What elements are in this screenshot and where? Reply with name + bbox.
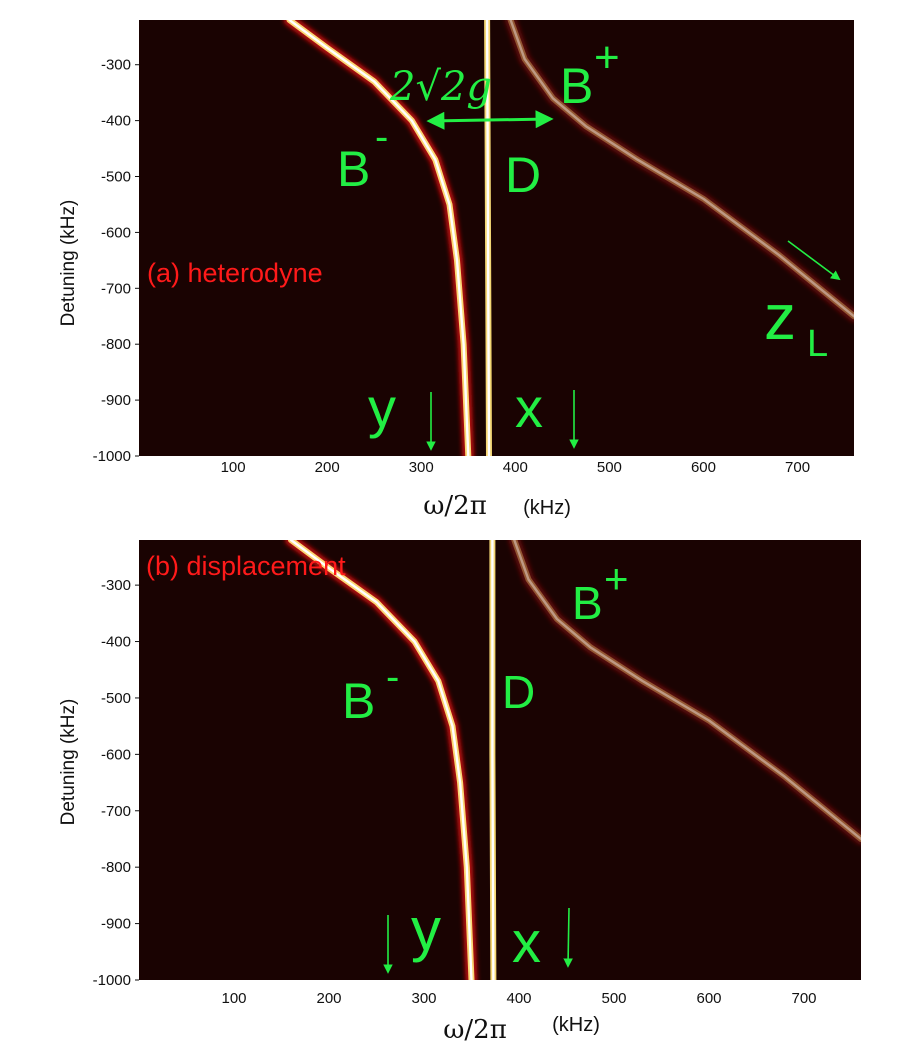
panel-a-branch-b-plus-core bbox=[509, 20, 854, 318]
panel-a-label: (a) heterodyne bbox=[147, 258, 323, 288]
panel-a-b-minus-label: B bbox=[337, 141, 370, 197]
panel-a-branches bbox=[283, 20, 854, 456]
panel-b-x-tick-label: 500 bbox=[601, 990, 626, 1007]
panel-a-b-minus-superscript: - bbox=[375, 115, 388, 159]
panel-a-x-mode-label: x bbox=[515, 376, 543, 439]
panel-a-x-ticks: 100 200 300 400 500 600 700 bbox=[221, 459, 811, 476]
panel-a-x-tick-label: 100 bbox=[221, 459, 246, 476]
panel-b-x-axis-symbol: ω/2π bbox=[443, 1015, 507, 1045]
panel-b-x-tick-label: 200 bbox=[316, 990, 341, 1007]
panel-a-y-tick-label: -700 bbox=[101, 280, 131, 297]
panel-b-plot-area bbox=[139, 540, 861, 980]
panel-a-x-tick-label: 200 bbox=[315, 459, 340, 476]
panel-a-y-tick-label: -900 bbox=[101, 392, 131, 409]
panel-a-x-axis-symbol: ω/2π bbox=[423, 491, 487, 521]
panel-b-x-tick-label: 700 bbox=[791, 990, 816, 1007]
panel-a-y-tick-label: -500 bbox=[101, 169, 131, 186]
panel-b-b-plus-label: B bbox=[572, 577, 603, 629]
panel-b-x-tick-label: 300 bbox=[411, 990, 436, 1007]
panel-b-y-tick-label: -800 bbox=[101, 859, 131, 876]
panel-b-x-tick-label: 400 bbox=[506, 990, 531, 1007]
panel-b-y-tick-label: -300 bbox=[101, 577, 131, 594]
panel-a-branch-b-minus-core bbox=[288, 20, 470, 456]
panel-b-y-tick-label: -600 bbox=[101, 746, 131, 763]
panel-b-x-tick-label: 100 bbox=[221, 990, 246, 1007]
panel-a-branch-b-plus-glow bbox=[504, 20, 854, 323]
panel-a-zl-arrow bbox=[787, 240, 841, 281]
panel-b-y-tick-label: -700 bbox=[101, 803, 131, 820]
panel-a-branch-d-core bbox=[485, 20, 491, 456]
panel-b-label: (b) displacement bbox=[146, 551, 346, 581]
panel-a-zl-label: z bbox=[764, 281, 796, 353]
panel-a-splitting-label: 2√2g bbox=[389, 64, 492, 110]
panel-b-y-tick-label: -900 bbox=[101, 916, 131, 933]
panel-a-y-tick-label: -1000 bbox=[93, 448, 131, 465]
panel-b-branches bbox=[285, 540, 861, 980]
panel-a-x-tick-label: 400 bbox=[503, 459, 528, 476]
panel-a-zl-subscript: L bbox=[807, 323, 828, 365]
panel-a-x-tick-label: 300 bbox=[409, 459, 434, 476]
panel-a-splitting-arrow bbox=[426, 110, 554, 130]
panel-b-b-minus-superscript: - bbox=[386, 655, 399, 699]
panel-a: -300-400-500-600-700-800-900-1000 100 200… bbox=[58, 20, 854, 521]
panel-b: -300-400-500-600-700-800-900-1000 100 200… bbox=[58, 540, 861, 1045]
panel-a-branch-b-plus-band bbox=[507, 20, 854, 320]
panel-b-x-mode-label: x bbox=[512, 910, 541, 975]
panel-b-y-mode-label: y bbox=[411, 896, 441, 963]
panel-b-x-axis-unit: (kHz) bbox=[552, 1014, 600, 1036]
panel-b-branch-b-minus-core bbox=[289, 540, 473, 980]
panel-b-y-tick-label: -500 bbox=[101, 690, 131, 707]
panel-b-branch-d-core bbox=[491, 540, 495, 980]
panel-b-branch-b-plus-band bbox=[511, 540, 861, 842]
panel-a-y-tick-label: -300 bbox=[101, 57, 131, 74]
panel-a-x-tick-label: 600 bbox=[691, 459, 716, 476]
panel-b-b-plus-superscript: + bbox=[604, 555, 629, 602]
panel-b-y-ticks: -300 -400 -500 -600 -700 -800 -900 -1000 bbox=[93, 577, 139, 989]
panel-b-x-ticks: 100 200 300 400 500 600 700 bbox=[221, 990, 816, 1007]
panel-a-b-plus-label: B bbox=[560, 58, 593, 114]
panel-a-y-tick-label: -600 bbox=[101, 224, 131, 241]
panel-a-d-label: D bbox=[505, 147, 541, 203]
panel-b-b-minus-label: B bbox=[342, 673, 375, 729]
panel-a-x-tick-label: 700 bbox=[785, 459, 810, 476]
panel-a-y-mode-label: y bbox=[368, 376, 396, 439]
panel-a-x-tick-label: 500 bbox=[597, 459, 622, 476]
panel-a-y-tick-label: -400 bbox=[101, 113, 131, 130]
panel-b-y-axis-label: Detuning (kHz) bbox=[58, 699, 79, 826]
panel-a-y-tick-label: -800 bbox=[101, 336, 131, 353]
panel-b-branch-b-plus-core bbox=[513, 540, 861, 841]
panel-a-x-axis-unit: (kHz) bbox=[523, 497, 571, 519]
panel-b-x-arrow bbox=[563, 907, 573, 968]
panel-b-y-tick-label: -400 bbox=[101, 634, 131, 651]
panel-a-b-plus-superscript: + bbox=[594, 33, 620, 82]
panel-b-d-label: D bbox=[502, 666, 535, 718]
panel-a-y-axis-label: Detuning (kHz) bbox=[58, 200, 79, 327]
panel-b-y-tick-label: -1000 bbox=[93, 972, 131, 989]
panel-a-y-ticks: -300 -400 -500 -600 -700 -800 -900 -1000 bbox=[93, 57, 139, 465]
panel-b-branch-b-plus-glow bbox=[508, 540, 861, 845]
panel-b-x-tick-label: 600 bbox=[696, 990, 721, 1007]
panel-a-plot-area bbox=[139, 20, 854, 456]
